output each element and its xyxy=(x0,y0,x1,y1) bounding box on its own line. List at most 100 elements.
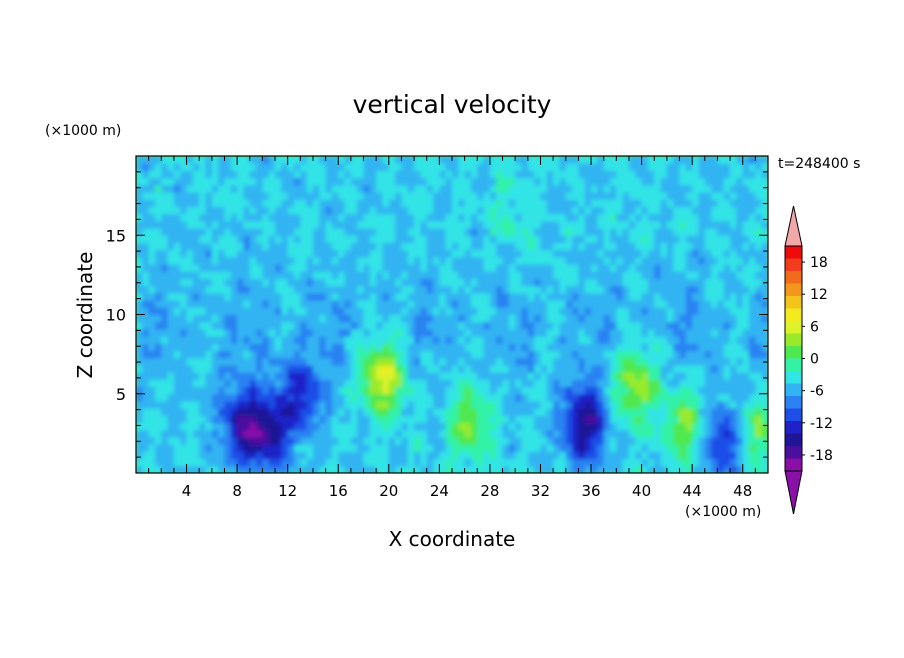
field-cell xyxy=(167,177,175,186)
field-cell xyxy=(717,163,725,171)
field-cell xyxy=(268,220,276,229)
field-cell xyxy=(300,336,308,344)
field-cell xyxy=(654,336,662,344)
field-cell xyxy=(483,465,491,473)
field-cell xyxy=(262,422,270,431)
field-cell xyxy=(173,314,181,323)
field-cell xyxy=(470,292,478,301)
field-cell xyxy=(218,451,226,460)
field-cell xyxy=(420,451,428,460)
field-cell xyxy=(546,278,554,287)
field-cell xyxy=(268,408,276,416)
field-cell xyxy=(331,292,339,301)
field-cell xyxy=(635,364,643,373)
field-cell xyxy=(546,170,554,179)
field-cell xyxy=(572,422,579,431)
field-cell xyxy=(717,220,725,229)
field-cell xyxy=(610,235,617,244)
field-cell xyxy=(553,285,561,294)
field-cell xyxy=(363,300,371,308)
field-cell xyxy=(369,336,377,344)
field-cell xyxy=(268,400,276,409)
field-cell xyxy=(344,408,352,416)
field-cell xyxy=(679,156,687,164)
field-cell xyxy=(502,242,510,251)
field-cell xyxy=(452,314,459,323)
field-cell xyxy=(420,372,428,380)
field-cell xyxy=(312,408,320,416)
field-cell xyxy=(521,163,529,171)
field-cell xyxy=(489,357,497,366)
field-cell xyxy=(749,300,756,308)
field-cell xyxy=(742,343,750,352)
field-cell xyxy=(685,192,693,200)
field-cell xyxy=(540,170,548,179)
field-cell xyxy=(578,292,586,301)
field-cell xyxy=(521,278,529,287)
field-cell xyxy=(515,220,523,229)
field-cell xyxy=(350,256,358,265)
field-cell xyxy=(199,372,207,380)
field-cell xyxy=(433,451,440,460)
field-cell xyxy=(287,285,295,294)
field-cell xyxy=(312,300,320,308)
field-cell xyxy=(205,400,213,409)
field-cell xyxy=(559,429,567,438)
field-cell xyxy=(622,328,630,337)
field-cell xyxy=(199,400,207,409)
field-cell xyxy=(294,292,301,301)
field-cell xyxy=(161,436,169,445)
field-cell xyxy=(319,285,327,294)
field-cell xyxy=(439,451,447,460)
field-cell xyxy=(357,379,365,388)
field-cell xyxy=(407,307,415,316)
field-cell xyxy=(616,350,624,359)
field-cell xyxy=(477,264,485,272)
field-cell xyxy=(256,156,263,164)
field-cell xyxy=(603,400,611,409)
field-cell xyxy=(173,177,181,186)
field-cell xyxy=(578,156,586,164)
field-cell xyxy=(628,264,636,272)
field-cell xyxy=(641,177,649,186)
field-cell xyxy=(521,220,529,229)
field-cell xyxy=(161,328,169,337)
field-cell xyxy=(154,220,162,229)
field-cell xyxy=(369,328,377,337)
field-cell xyxy=(717,357,725,366)
field-cell xyxy=(180,400,188,409)
field-cell xyxy=(452,213,459,222)
field-cell xyxy=(249,372,257,380)
field-cell xyxy=(262,220,270,229)
field-cell xyxy=(382,357,390,366)
field-cell xyxy=(749,328,756,337)
field-cell xyxy=(477,235,485,244)
field-cell xyxy=(508,444,516,452)
field-cell xyxy=(281,436,289,445)
field-cell xyxy=(350,220,358,229)
field-cell xyxy=(369,228,377,236)
field-cell xyxy=(730,408,737,416)
field-cell xyxy=(654,364,662,373)
field-cell xyxy=(382,314,390,323)
field-cell xyxy=(730,184,737,193)
field-cell xyxy=(502,364,510,373)
field-cell xyxy=(452,393,459,402)
field-cell xyxy=(300,415,308,424)
field-cell xyxy=(142,386,150,395)
field-cell xyxy=(521,199,529,208)
field-cell xyxy=(376,192,384,200)
colorbar-band xyxy=(785,283,802,297)
field-cell xyxy=(167,192,175,200)
field-cell xyxy=(483,408,491,416)
field-cell xyxy=(628,328,636,337)
field-cell xyxy=(256,278,263,287)
field-cell xyxy=(237,343,245,352)
field-cell xyxy=(578,422,586,431)
field-cell xyxy=(628,321,636,330)
field-cell xyxy=(407,292,415,301)
field-cell xyxy=(565,422,573,431)
field-cell xyxy=(312,393,320,402)
field-cell xyxy=(692,436,700,445)
